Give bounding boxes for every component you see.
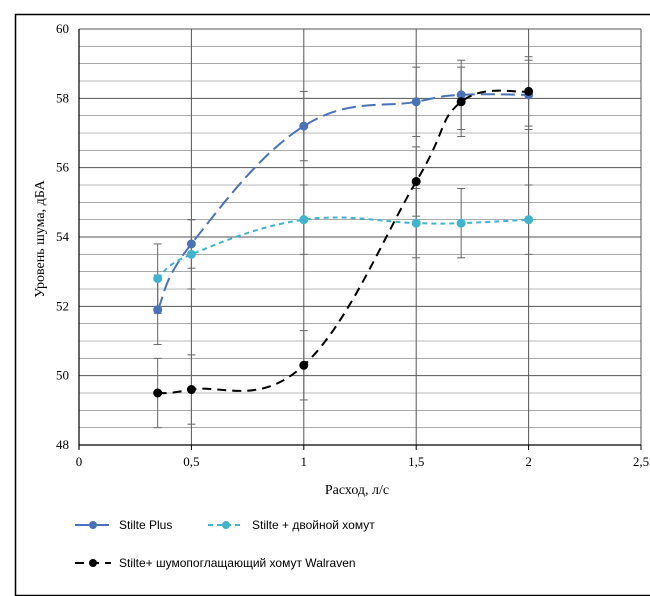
x-tick-label: 1,5 <box>408 454 424 469</box>
data-point <box>456 218 466 228</box>
data-point <box>186 385 196 395</box>
data-point <box>186 239 196 249</box>
data-point <box>456 97 466 107</box>
legend-label: Stilte + двойной хомут <box>252 518 375 532</box>
y-tick-label: 50 <box>56 368 69 383</box>
grid-lines <box>78 28 642 450</box>
y-tick-label: 54 <box>56 229 70 244</box>
y-tick-label: 56 <box>56 160 70 175</box>
x-tick-label: 0 <box>76 454 83 469</box>
legend-label: Stilte Plus <box>119 518 172 532</box>
y-tick-label: 48 <box>56 437 69 452</box>
data-point <box>411 177 421 187</box>
y-axis-label: Уровень шума, дБА <box>33 179 48 297</box>
series-line-2 <box>157 216 529 280</box>
data-point <box>411 97 421 107</box>
tick-labels: 0 0,5 1 1,5 2 2,5 48 50 52 54 56 58 60 <box>56 21 649 469</box>
data-point <box>153 388 163 398</box>
data-point <box>524 86 534 96</box>
data-point <box>299 360 309 370</box>
legend-swatch-marker <box>222 521 230 529</box>
x-tick-label: 2 <box>525 454 532 469</box>
legend: Stilte Plus Stilte + двойной хомут Stilte+… <box>75 518 375 570</box>
y-tick-label: 52 <box>56 298 69 313</box>
y-tick-label: 58 <box>56 90 69 105</box>
legend-swatch-marker <box>89 559 97 567</box>
legend-label: Stilte+ шумопоглащающий хомут Walraven <box>119 556 356 570</box>
x-axis-label: Расход, л/с <box>325 483 389 498</box>
data-point <box>299 215 309 225</box>
legend-swatch-marker <box>89 521 97 529</box>
x-tick-label: 0,5 <box>183 454 199 469</box>
x-tick-label: 1 <box>301 454 308 469</box>
y-tick-label: 60 <box>56 21 69 36</box>
data-point <box>299 121 309 131</box>
data-point <box>411 218 421 228</box>
x-tick-label: 2,5 <box>633 454 649 469</box>
data-point <box>524 215 534 225</box>
chart-border <box>14 13 650 596</box>
data-point <box>153 305 163 315</box>
data-point <box>153 274 163 284</box>
data-point <box>186 249 196 259</box>
series-points <box>153 86 534 398</box>
